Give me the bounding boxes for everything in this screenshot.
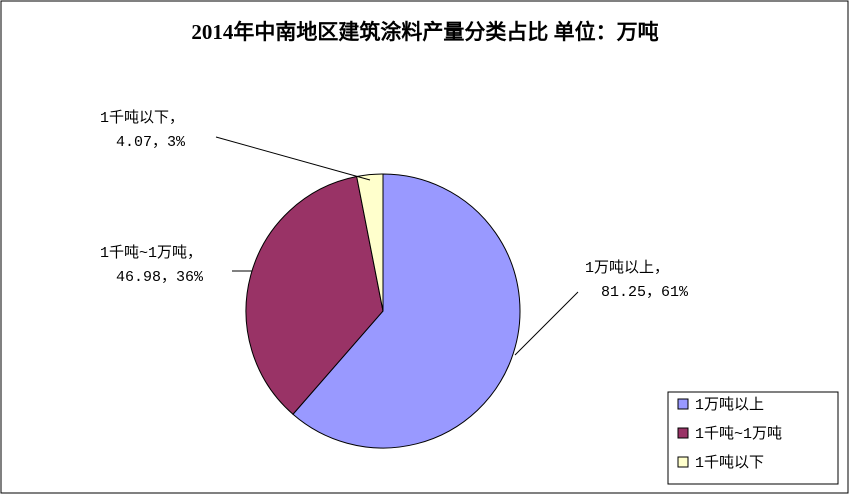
pie-slice	[245, 175, 384, 415]
data-label: 46.98，36%	[116, 269, 204, 286]
legend-label: 1万吨以上	[695, 396, 764, 414]
data-label-name: 1千吨~1万吨，	[100, 244, 202, 262]
legend-swatch	[677, 456, 689, 468]
leader-line	[215, 136, 371, 181]
legend-box	[667, 391, 839, 485]
legend-label: 1千吨以下	[695, 454, 764, 472]
chart-title: 2014年中南地区建筑涂料产量分类占比 单位：万吨	[191, 20, 659, 44]
data-label-name: 1万吨以上，	[585, 259, 669, 277]
data-label-name: 1千吨以下，	[100, 109, 184, 127]
data-label: 4.07，3%	[116, 134, 186, 151]
data-label: 81.25，61%	[601, 284, 689, 301]
legend-label: 1千吨~1万吨	[695, 425, 782, 443]
legend-swatch	[677, 427, 689, 439]
leader-line	[514, 291, 579, 356]
pie-slice	[292, 173, 521, 449]
legend-swatch	[677, 398, 689, 410]
